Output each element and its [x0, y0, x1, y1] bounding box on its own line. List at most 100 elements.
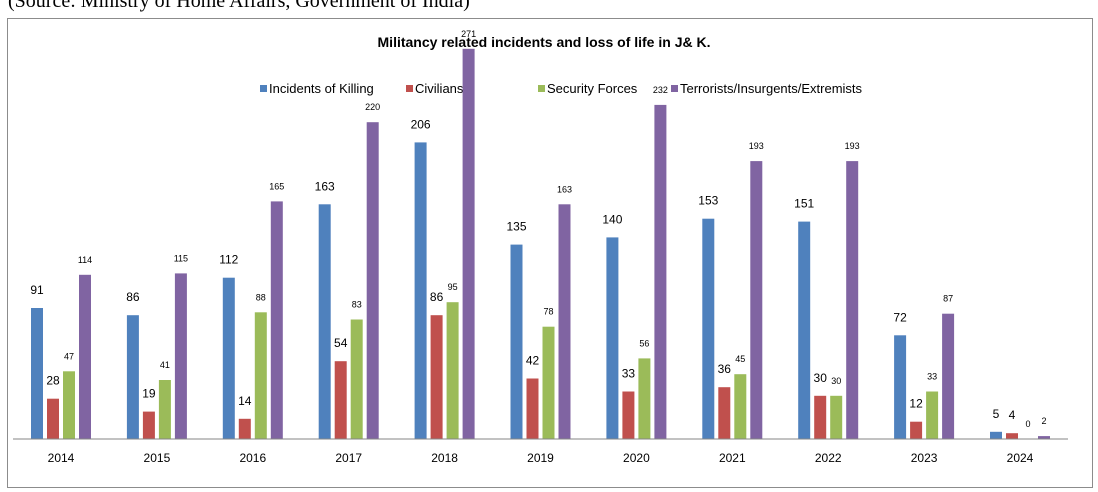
value-label-security-forces-2017: 83	[352, 300, 362, 310]
bar-civilians-2024	[1006, 433, 1018, 439]
bar-terrorists-insurgents-extremists-2019	[558, 204, 571, 439]
bar-security-forces-2022	[830, 395, 843, 439]
value-label-security-forces-2019: 78	[543, 307, 553, 317]
category-label-2016: 2016	[239, 451, 266, 465]
value-label-terrorists-insurgents-extremists-2018: 271	[461, 29, 476, 39]
value-label-civilians-2024: 4	[1009, 408, 1016, 422]
bar-security-forces-2023	[926, 391, 939, 439]
bar-civilians-2017	[334, 361, 347, 439]
value-label-civilians-2015: 19	[142, 387, 156, 401]
bar-terrorists-insurgents-extremists-2020	[654, 104, 667, 440]
bar-terrorists-insurgents-extremists-2021	[750, 161, 763, 439]
category-label-2014: 2014	[48, 451, 75, 465]
legend-label-civilians: Civilians	[415, 81, 464, 96]
value-label-civilians-2022: 30	[814, 371, 828, 385]
legend-label-security-forces: Security Forces	[547, 81, 638, 96]
bar-civilians-2023	[910, 421, 923, 439]
bar-incidents-of-killing-2024	[990, 431, 1002, 439]
bar-incidents-of-killing-2015	[126, 315, 139, 439]
value-label-incidents-of-killing-2016: 112	[219, 253, 238, 267]
bar-terrorists-insurgents-extremists-2024	[1038, 436, 1050, 439]
bar-security-forces-2015	[158, 380, 171, 439]
page-top-strip: (Source: Ministry of Home Affairs, Gover…	[0, 0, 1098, 22]
page-top-text: (Source: Ministry of Home Affairs, Gover…	[8, 0, 470, 12]
bar-civilians-2022	[814, 395, 827, 439]
bar-security-forces-2014	[63, 371, 75, 439]
value-label-incidents-of-killing-2018: 206	[411, 117, 431, 131]
value-label-security-forces-2023: 33	[927, 372, 937, 382]
value-label-incidents-of-killing-2014: 91	[30, 283, 44, 297]
value-label-civilians-2018: 86	[430, 290, 444, 304]
value-label-civilians-2016: 14	[238, 394, 252, 408]
category-label-2024: 2024	[1007, 451, 1034, 465]
value-label-security-forces-2016: 88	[256, 292, 266, 302]
value-label-terrorists-insurgents-extremists-2021: 193	[749, 141, 764, 151]
category-label-2015: 2015	[144, 451, 171, 465]
value-label-terrorists-insurgents-extremists-2015: 115	[174, 253, 188, 263]
value-label-incidents-of-killing-2020: 140	[602, 212, 622, 226]
bar-terrorists-insurgents-extremists-2023	[942, 313, 955, 439]
bar-incidents-of-killing-2018	[414, 142, 427, 439]
value-label-security-forces-2015: 41	[160, 360, 170, 370]
bar-incidents-of-killing-2017	[318, 204, 331, 439]
value-label-incidents-of-killing-2022: 151	[794, 197, 814, 211]
bar-security-forces-2020	[638, 358, 651, 439]
value-label-incidents-of-killing-2019: 135	[506, 220, 526, 234]
value-label-terrorists-insurgents-extremists-2022: 193	[845, 141, 860, 151]
category-label-2017: 2017	[335, 451, 362, 465]
chart-svg: Militancy related incidents and loss of …	[13, 29, 1068, 465]
bar-civilians-2021	[718, 387, 731, 439]
bar-incidents-of-killing-2019	[510, 244, 523, 439]
bar-security-forces-2021	[734, 374, 747, 439]
bar-terrorists-insurgents-extremists-2017	[366, 122, 379, 439]
legend-label-incidents-of-killing: Incidents of Killing	[269, 81, 374, 96]
bar-terrorists-insurgents-extremists-2018	[462, 48, 475, 440]
legend-swatch-incidents-of-killing	[260, 85, 267, 92]
bar-incidents-of-killing-2020	[606, 237, 619, 439]
value-label-civilians-2014: 28	[46, 374, 60, 388]
bar-security-forces-2017	[350, 319, 363, 439]
value-label-terrorists-insurgents-extremists-2019: 163	[557, 184, 572, 194]
legend-swatch-security-forces	[538, 85, 545, 92]
chart-legend: Incidents of Killing Civilians Security Fo…	[260, 81, 863, 96]
bar-civilians-2020	[622, 391, 635, 439]
bar-incidents-of-killing-2021	[702, 218, 715, 439]
bar-incidents-of-killing-2016	[222, 277, 235, 439]
category-label-2023: 2023	[911, 451, 938, 465]
value-label-security-forces-2020: 56	[639, 338, 649, 348]
value-label-security-forces-2022: 30	[831, 376, 841, 386]
bar-civilians-2014	[47, 398, 59, 439]
value-label-civilians-2020: 33	[622, 367, 636, 381]
value-label-terrorists-insurgents-extremists-2016: 165	[269, 181, 284, 191]
value-label-security-forces-2024: 0	[1025, 419, 1030, 429]
legend-label-terrorists-insurgents-extremists: Terrorists/Insurgents/Extremists	[680, 81, 863, 96]
bar-civilians-2015	[142, 411, 155, 439]
bars-group	[31, 48, 1050, 440]
category-label-2018: 2018	[431, 451, 458, 465]
bar-civilians-2018	[430, 315, 443, 439]
value-label-security-forces-2021: 45	[735, 354, 745, 364]
bar-terrorists-insurgents-extremists-2016	[270, 201, 283, 439]
bar-terrorists-insurgents-extremists-2014	[79, 274, 91, 439]
value-label-terrorists-insurgents-extremists-2023: 87	[943, 294, 953, 304]
chart-title: Militancy related incidents and loss of …	[378, 34, 711, 50]
value-label-terrorists-insurgents-extremists-2020: 232	[653, 85, 668, 95]
bar-terrorists-insurgents-extremists-2015	[174, 273, 187, 439]
value-label-security-forces-2018: 95	[448, 282, 458, 292]
bar-incidents-of-killing-2014	[31, 308, 43, 439]
value-label-security-forces-2014: 47	[64, 351, 74, 361]
category-label-2022: 2022	[815, 451, 842, 465]
value-label-incidents-of-killing-2021: 153	[698, 194, 718, 208]
value-label-terrorists-insurgents-extremists-2014: 114	[78, 255, 92, 265]
chart-frame: Militancy related incidents and loss of …	[7, 18, 1093, 488]
category-labels: 2014 2015 2016 2017 2018 2019 2020 2021 2022 2023…	[48, 451, 1034, 465]
bar-civilians-2019	[526, 378, 539, 439]
category-label-2020: 2020	[623, 451, 650, 465]
bar-terrorists-insurgents-extremists-2022	[846, 161, 859, 439]
bar-security-forces-2016	[254, 312, 267, 439]
value-label-civilians-2023: 12	[909, 397, 923, 411]
value-label-incidents-of-killing-2024: 5	[993, 407, 1000, 421]
bar-security-forces-2018	[446, 302, 459, 439]
value-label-incidents-of-killing-2015: 86	[126, 290, 140, 304]
